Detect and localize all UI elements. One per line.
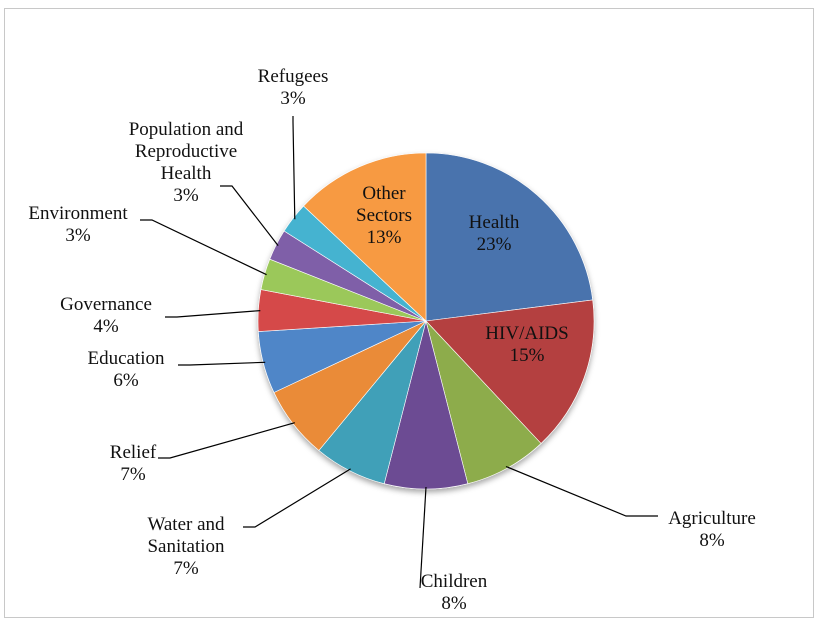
leader-lines	[140, 116, 658, 589]
slice-label-population-and-reproductive-health: Population and Reproductive Health 3%	[129, 119, 244, 206]
leader-line-water-and-sanitation	[243, 468, 351, 528]
leader-line-children	[419, 486, 427, 589]
slice-label-water-and-sanitation: Water and Sanitation 7%	[147, 514, 225, 579]
slice-labels: Health 23% HIV/AIDS 15% Agriculture 8% Childre…	[28, 66, 755, 614]
leader-line-environment	[140, 219, 267, 276]
leader-line-refugees	[292, 116, 296, 220]
pie-slices	[257, 152, 595, 490]
slice-label-children: Children 8%	[421, 571, 488, 614]
slice-label-hiv-aids: HIV/AIDS 15%	[485, 323, 568, 366]
leader-line-population-and-reproductive-health	[220, 185, 279, 246]
slice-label-agriculture: Agriculture 8%	[668, 508, 756, 551]
slice-label-other-sectors: Other Sectors 13%	[356, 183, 412, 248]
slice-label-education: Education 6%	[87, 348, 165, 391]
slice-label-environment: Environment 3%	[28, 203, 128, 246]
leader-line-education	[178, 361, 266, 366]
pie-slice-hiv-aids	[425, 299, 595, 444]
pie-slice-other-sectors	[303, 152, 427, 322]
slice-label-relief: Relief 7%	[110, 442, 157, 485]
slice-label-governance: Governance 4%	[60, 294, 152, 337]
leader-line-governance	[165, 310, 261, 318]
slice-label-health: Health 23%	[469, 212, 520, 255]
leader-line-agriculture	[505, 465, 658, 517]
slice-label-refugees: Refugees 3%	[258, 66, 329, 109]
leader-line-relief	[158, 422, 295, 459]
pie-slice-health	[425, 152, 594, 322]
